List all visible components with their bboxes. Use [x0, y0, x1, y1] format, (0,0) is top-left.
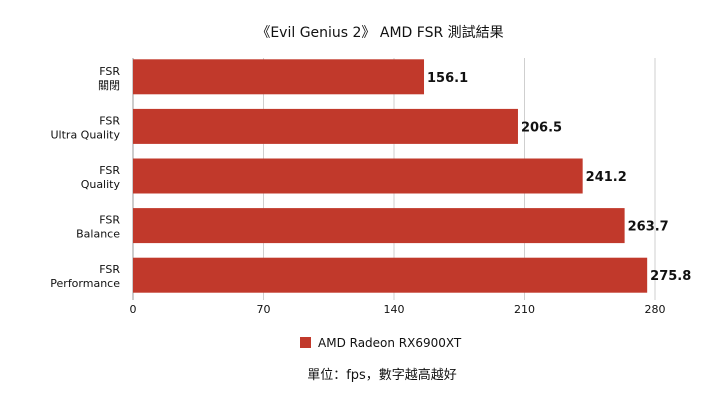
data-label: 263.7	[628, 220, 669, 235]
bar	[133, 158, 583, 194]
legend-swatch	[300, 337, 311, 348]
x-tick-label: 0	[130, 303, 137, 316]
data-label: 206.5	[521, 120, 562, 135]
data-label: 275.8	[650, 269, 691, 284]
category-label: FSR Performance	[50, 263, 120, 290]
unit-footnote: 單位：fps，數字越高越好	[307, 367, 457, 383]
data-label: 241.2	[586, 170, 627, 185]
category-label: FSR 關閉	[98, 65, 120, 92]
bar	[133, 59, 425, 95]
bar	[133, 257, 648, 293]
category-label: FSR Ultra Quality	[51, 114, 121, 141]
x-tick-label: 70	[257, 303, 271, 316]
label-layer: 156.1 FSR 關閉 206.5 FSR Ultra Quality 241.2 FSR Q…	[50, 65, 691, 290]
category-label: FSR Balance	[76, 214, 120, 241]
x-tick-label: 210	[514, 303, 535, 316]
x-tick-label: 140	[384, 303, 405, 316]
legend: AMD Radeon RX6900XT	[300, 336, 462, 350]
bar	[133, 108, 518, 144]
bar	[133, 208, 625, 244]
tick-layer: 0 70 140 210 280	[130, 303, 666, 316]
category-label: FSR Quality	[81, 164, 121, 191]
chart-title: 《Evil Genius 2》 AMD FSR 測試結果	[256, 25, 503, 41]
legend-label: AMD Radeon RX6900XT	[318, 336, 462, 350]
bar-layer	[133, 59, 648, 293]
x-tick-label: 280	[645, 303, 666, 316]
data-label: 156.1	[427, 71, 468, 86]
